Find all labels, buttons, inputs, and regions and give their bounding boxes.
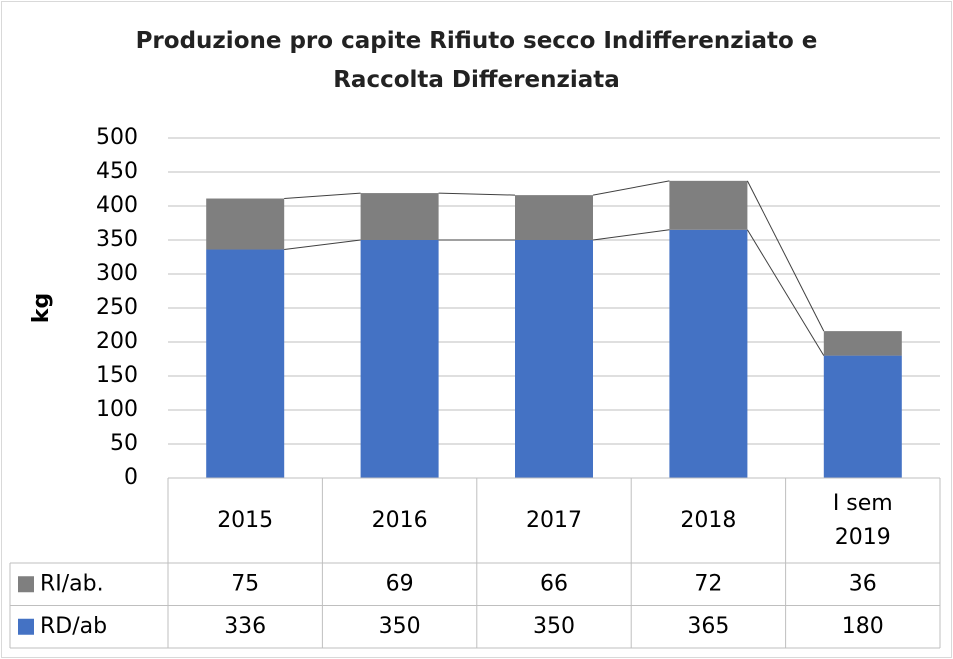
series-line (592, 180, 670, 196)
bar (669, 229, 748, 478)
x-tick-label: 2016 (371, 507, 428, 533)
bar (206, 249, 285, 478)
bar (823, 331, 902, 356)
table-value: 180 (842, 614, 884, 639)
bar (360, 240, 439, 478)
series-line (284, 239, 361, 251)
y-tick-label: 450 (96, 159, 138, 184)
y-tick-label: 0 (124, 465, 138, 490)
table-value: 350 (379, 614, 421, 639)
series-line (592, 229, 670, 241)
x-tick-label: 2015 (217, 507, 274, 533)
table-value: 72 (694, 571, 722, 596)
y-tick-label: 500 (96, 125, 138, 150)
y-tick-label: 50 (110, 431, 138, 456)
bar (360, 193, 439, 240)
table-value: 66 (540, 571, 568, 596)
y-tick-label: 100 (96, 397, 138, 422)
series-line (746, 180, 825, 332)
legend-swatch (18, 618, 34, 635)
x-tick-label-box: I sem 2019 (832, 490, 893, 550)
table-value: 365 (687, 614, 729, 639)
legend-label: RD/ab (40, 614, 107, 639)
y-tick-label: 250 (96, 295, 138, 320)
bar (206, 198, 285, 250)
chart-title: Produzione pro capite Rifiuto secco Indi… (135, 28, 818, 93)
table-value: 336 (224, 614, 266, 639)
y-tick-label: 150 (96, 363, 138, 388)
x-tick-label-box: 2017 (525, 507, 582, 533)
chart-title-box: Produzione pro capite Rifiuto secco Indi… (135, 28, 818, 93)
series-line (746, 229, 825, 356)
y-tick-label: 350 (96, 227, 138, 252)
table-value: 36 (849, 571, 877, 596)
bar (669, 180, 748, 230)
y-tick-label: 400 (96, 193, 138, 218)
legend-label: RI/ab. (40, 571, 104, 596)
y-axis-label: kg (29, 293, 54, 323)
bar (515, 240, 593, 478)
x-tick-label: 2018 (680, 507, 737, 533)
bar (823, 355, 902, 478)
series-line (284, 192, 361, 200)
x-tick-label-box: 2018 (680, 507, 737, 533)
legend-swatch (18, 576, 34, 593)
series-line (438, 192, 516, 196)
x-tick-label-box: 2015 (217, 507, 274, 533)
y-tick-label: 300 (96, 261, 138, 286)
table-value: 69 (386, 571, 414, 596)
x-tick-label: 2017 (525, 507, 582, 533)
table-value: 75 (231, 571, 259, 596)
y-tick-label: 200 (96, 329, 138, 354)
x-tick-label: I sem 2019 (832, 490, 893, 550)
bar (515, 195, 593, 240)
table-value: 350 (533, 614, 575, 639)
x-tick-label-box: 2016 (371, 507, 428, 533)
